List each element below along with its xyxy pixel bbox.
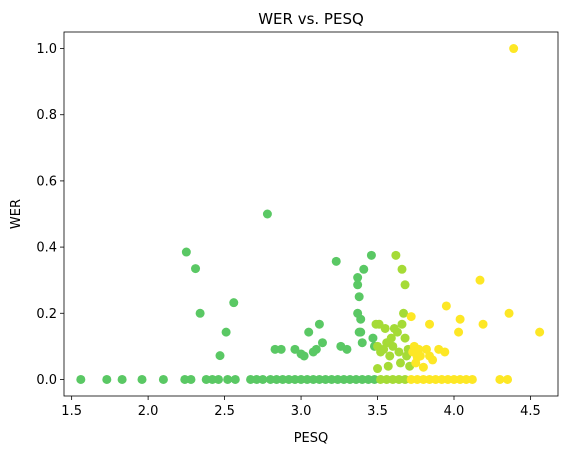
scatter-point xyxy=(196,309,205,318)
scatter-point xyxy=(416,351,425,360)
scatter-point xyxy=(222,328,231,337)
y-tick-label: 0.8 xyxy=(36,108,57,123)
x-tick-label: 2.5 xyxy=(214,404,235,419)
scatter-point xyxy=(535,328,544,337)
scatter-point xyxy=(454,328,463,337)
scatter-point xyxy=(396,358,405,367)
y-tick-label: 0.4 xyxy=(36,241,57,256)
scatter-point xyxy=(367,251,376,260)
scatter-point xyxy=(186,375,195,384)
scatter-point xyxy=(394,347,403,356)
scatter-point xyxy=(358,338,367,347)
scatter-point xyxy=(401,334,410,343)
scatter-point xyxy=(300,351,309,360)
scatter-point xyxy=(509,44,518,53)
y-tick-label: 0.2 xyxy=(36,307,57,322)
scatter-point xyxy=(468,375,477,384)
scatter-point xyxy=(393,328,402,337)
scatter-point xyxy=(401,280,410,289)
scatter-point xyxy=(263,210,272,219)
scatter-point xyxy=(479,320,488,329)
scatter-point xyxy=(419,363,428,372)
scatter-point xyxy=(315,320,324,329)
x-axis: 1.5 2.0 2.5 3.0 3.5 4.0 4.5 xyxy=(61,396,541,419)
scatter-point xyxy=(318,338,327,347)
scatter-point xyxy=(384,362,393,371)
y-tick-label: 1.0 xyxy=(36,42,57,57)
y-tick-label: 0.6 xyxy=(36,174,57,189)
chart-title: WER vs. PESQ xyxy=(258,10,364,28)
scatter-point xyxy=(356,315,365,324)
scatter-point xyxy=(440,347,449,356)
scatter-point xyxy=(216,351,225,360)
x-tick-label: 3.0 xyxy=(291,404,312,419)
plot-frame xyxy=(64,32,558,396)
scatter-point xyxy=(342,345,351,354)
scatter-point xyxy=(398,265,407,274)
x-tick-label: 3.5 xyxy=(367,404,388,419)
scatter-point xyxy=(505,309,514,318)
points-layer xyxy=(76,44,544,384)
scatter-point xyxy=(118,375,127,384)
scatter-point xyxy=(399,309,408,318)
x-axis-label: PESQ xyxy=(294,431,329,446)
scatter-point xyxy=(332,257,341,266)
scatter-point xyxy=(407,312,416,321)
scatter-point xyxy=(304,328,313,337)
scatter-point xyxy=(159,375,168,384)
scatter-point xyxy=(381,324,390,333)
scatter-point xyxy=(231,375,240,384)
scatter-point xyxy=(76,375,85,384)
scatter-point xyxy=(353,280,362,289)
x-tick-label: 2.0 xyxy=(138,404,159,419)
scatter-point xyxy=(385,351,394,360)
x-tick-label: 1.5 xyxy=(61,404,82,419)
scatter-point xyxy=(191,264,200,273)
scatter-point xyxy=(368,334,377,343)
scatter-point xyxy=(138,375,147,384)
scatter-point xyxy=(359,265,368,274)
x-tick-label: 4.0 xyxy=(444,404,465,419)
scatter-point xyxy=(102,375,111,384)
scatter-point xyxy=(476,276,485,285)
scatter-point xyxy=(312,345,321,354)
scatter-point xyxy=(442,301,451,310)
scatter-point xyxy=(182,248,191,257)
scatter-point xyxy=(356,328,365,337)
x-tick-label: 4.5 xyxy=(520,404,541,419)
scatter-point xyxy=(425,320,434,329)
scatter-point xyxy=(229,298,238,307)
scatter-point xyxy=(503,375,512,384)
scatter-point xyxy=(277,345,286,354)
scatter-point xyxy=(214,375,223,384)
scatter-point xyxy=(373,364,382,373)
scatter-point xyxy=(391,251,400,260)
scatter-point xyxy=(456,315,465,324)
y-tick-label: 0.0 xyxy=(36,373,57,388)
scatter-point xyxy=(398,320,407,329)
y-axis-label: WER xyxy=(9,199,24,229)
scatter-point xyxy=(428,355,437,364)
scatter-point xyxy=(355,292,364,301)
y-axis: 0.0 0.2 0.4 0.6 0.8 1.0 xyxy=(36,42,64,388)
